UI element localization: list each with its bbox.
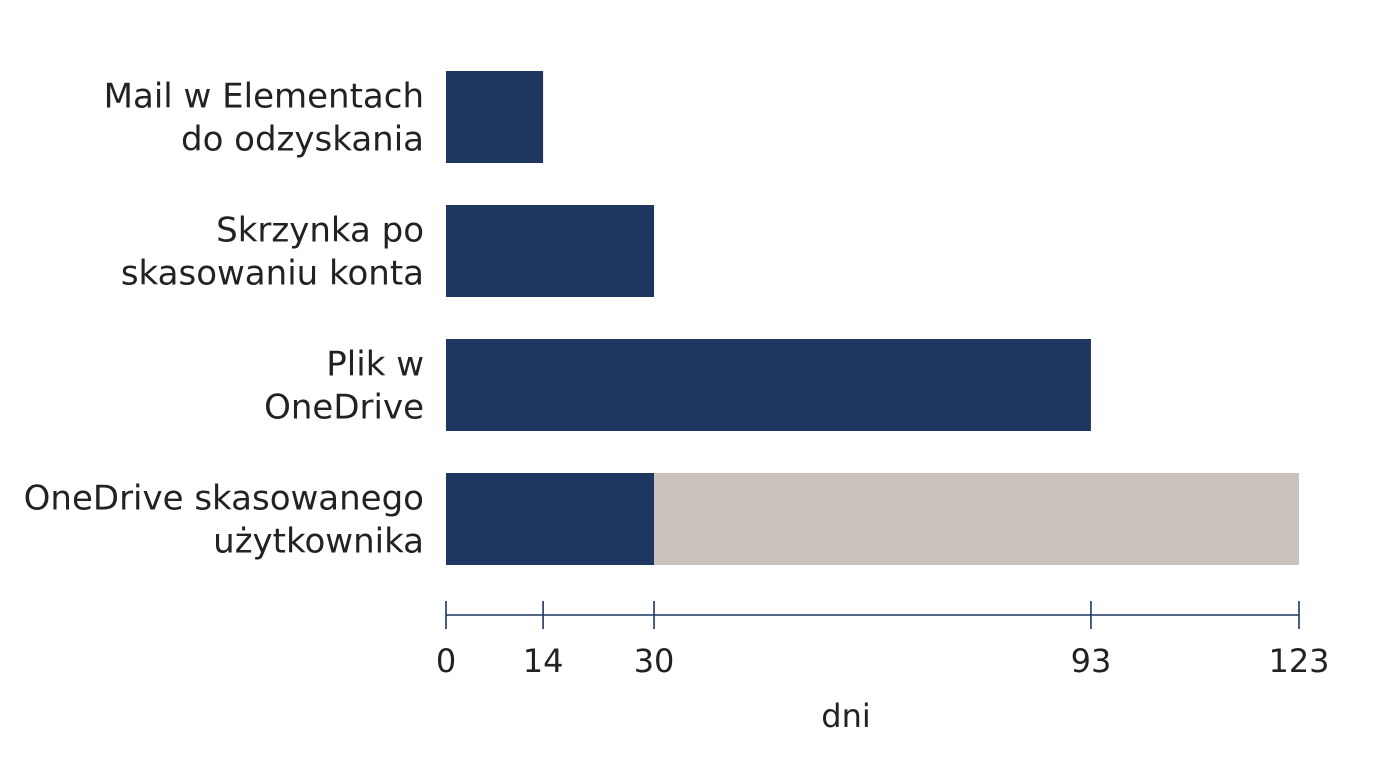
- x-axis-tick-labels: 0 14 30 93 123: [436, 642, 1330, 680]
- category-label-line: skasowaniu konta: [121, 254, 424, 294]
- x-axis: 0 14 30 93 123: [436, 601, 1330, 680]
- x-tick-label: 30: [634, 642, 675, 680]
- x-tick-label: 0: [436, 642, 456, 680]
- category-labels: Mail w Elementach do odzyskania Skrzynka p…: [24, 77, 424, 562]
- category-label: Skrzynka po skasowaniu konta: [121, 211, 424, 294]
- category-label-line: Mail w Elementach: [104, 77, 424, 117]
- category-label: OneDrive skasowanego użytkownika: [24, 479, 424, 562]
- category-label: Mail w Elementach do odzyskania: [104, 77, 424, 160]
- category-label-line: do odzyskania: [181, 120, 424, 160]
- x-axis-ticks: [445, 601, 1300, 629]
- x-tick-label: 14: [523, 642, 564, 680]
- category-label-line: Plik w: [326, 345, 424, 385]
- bars: [446, 71, 1299, 565]
- bar-segment: [654, 473, 1299, 565]
- x-axis-title: dni: [821, 697, 870, 735]
- x-tick-label: 93: [1071, 642, 1112, 680]
- bar-segment: [446, 205, 655, 297]
- category-label: Plik w OneDrive: [264, 345, 424, 428]
- category-label-line: użytkownika: [213, 522, 424, 562]
- x-tick-label: 123: [1268, 642, 1329, 680]
- category-label-line: OneDrive skasowanego: [24, 479, 424, 519]
- bar-segment: [446, 71, 544, 163]
- bar-segment: [446, 473, 655, 565]
- category-label-line: Skrzynka po: [216, 211, 424, 251]
- bar-segment: [446, 339, 1091, 431]
- category-label-line: OneDrive: [264, 388, 424, 428]
